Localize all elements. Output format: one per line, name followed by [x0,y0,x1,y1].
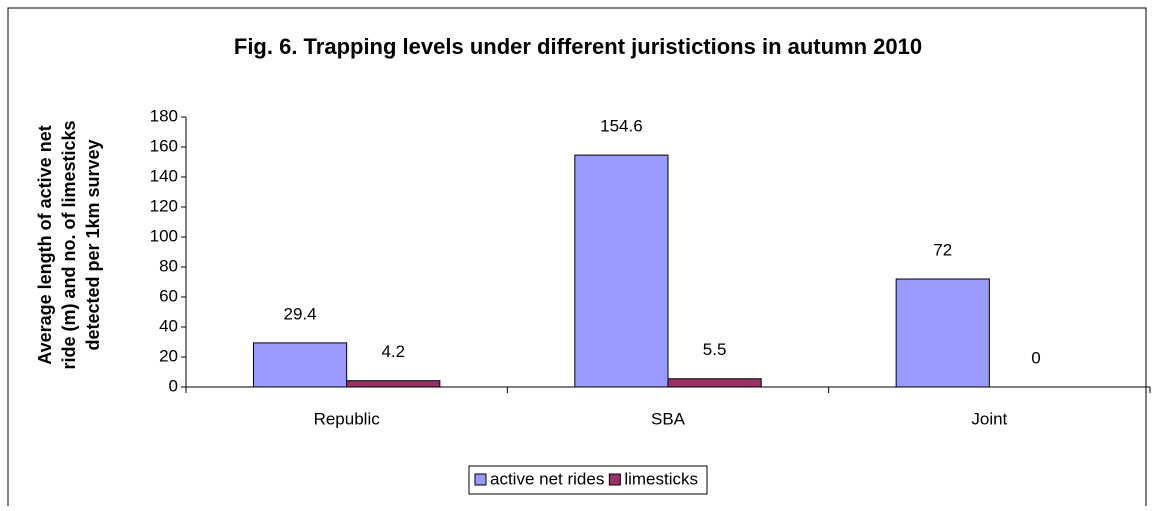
bar [895,278,990,388]
legend-box [468,465,708,495]
y-tick-label: 40 [159,316,178,335]
legend-label: limesticks [624,469,698,488]
y-tick-label: 140 [150,166,178,185]
y-axis-label: ride (m) and no. of limesticks [59,120,79,369]
bar [574,154,669,388]
y-tick-label: 100 [150,226,178,245]
x-tick-label: Republic [314,409,381,428]
x-tick-label: SBA [651,409,686,428]
y-tick-label: 20 [159,346,178,365]
data-label: 29.4 [284,304,317,323]
x-tick-label: Joint [971,409,1007,428]
legend: active net rides limesticks [468,465,708,495]
legend-swatch [474,473,487,486]
y-tick-label: 120 [150,196,178,215]
chart-title: Fig. 6. Trapping levels under different … [234,34,922,59]
data-label: 4.2 [381,342,405,361]
bar [667,378,762,388]
legend-swatch [608,473,621,486]
y-tick-label: 180 [150,106,178,125]
y-tick-label: 60 [159,286,178,305]
data-label: 0 [1031,348,1040,367]
legend-label: active net rides [490,469,604,488]
y-axis-label: detected per 1km survey [83,139,103,350]
y-tick-label: 0 [169,376,178,395]
y-axis-label: Average length of active net [35,125,55,364]
y-tick-label: 80 [159,256,178,275]
y-tick-label: 160 [150,136,178,155]
data-label: 5.5 [703,340,727,359]
bar [252,342,348,388]
data-label: 72 [933,240,952,259]
bar [346,380,441,388]
data-label: 154.6 [600,117,643,136]
